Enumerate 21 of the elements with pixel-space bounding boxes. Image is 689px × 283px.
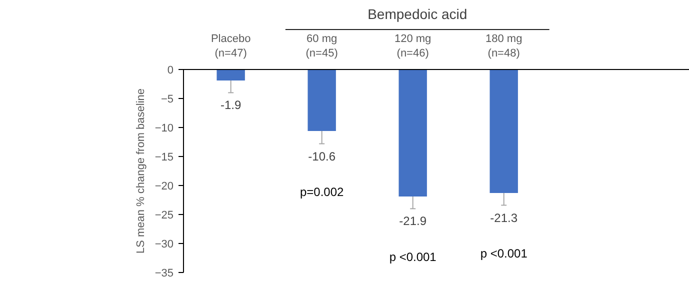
data-label: -10.6: [308, 149, 336, 164]
y-tick-label: −5: [160, 94, 174, 106]
data-label: -21.9: [399, 214, 427, 228]
data-label: -1.9: [220, 98, 242, 112]
y-tick-label: −10: [154, 122, 174, 134]
x-tick-label: 180 mg (n=48): [486, 33, 522, 60]
x-tick-label: Placebo (n=47): [210, 33, 251, 60]
x-tick-label: 60 mg (n=45): [306, 33, 338, 60]
x-tick-label: 120 mg (n=46): [394, 33, 432, 60]
y-tick-label: −20: [154, 180, 174, 192]
data-label: -21.3: [490, 210, 518, 225]
y-axis-title: LS mean % change from baseline: [134, 88, 147, 254]
annotation: p <0.001: [480, 246, 528, 260]
annotation: p=0.002: [300, 184, 344, 199]
annotation: p <0.001: [389, 250, 437, 264]
text: Bempedoic acid: [368, 6, 468, 22]
y-tick-label: −35: [154, 268, 174, 280]
y-tick-label: −25: [154, 210, 174, 222]
y-tick-label: 0: [167, 64, 174, 76]
y-tick-label: −15: [154, 152, 174, 164]
y-tick-label: −30: [154, 238, 174, 250]
